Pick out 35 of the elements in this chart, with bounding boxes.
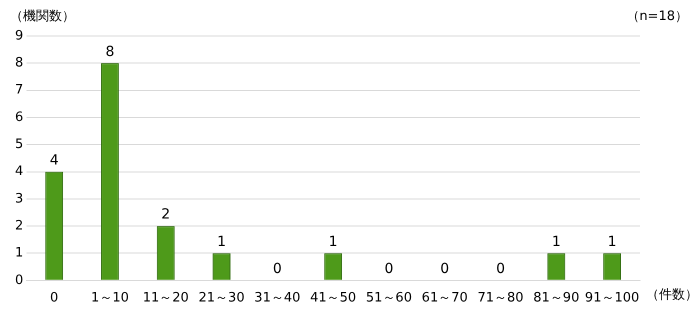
y-tick-label: 5: [14, 136, 24, 152]
x-tick-label: 41～50: [310, 290, 356, 306]
data-label: 0: [496, 261, 505, 278]
y-tick-label: 6: [14, 110, 24, 125]
y-tick-label: 1: [14, 246, 24, 261]
data-label: 0: [272, 261, 282, 278]
x-tick-label: 91～100: [584, 290, 640, 306]
y-tick-label: 3: [14, 191, 24, 206]
y-tick-label: 2: [14, 218, 24, 234]
data-label: 1: [608, 234, 617, 250]
x-tick-label: 21～30: [198, 290, 245, 306]
data-label: 1: [328, 234, 338, 250]
data-label: 0: [384, 261, 394, 278]
y-tick-label: 7: [14, 82, 24, 98]
x-tick-label: 61～70: [422, 290, 468, 306]
data-label: 1: [552, 234, 561, 250]
data-label: 4: [50, 152, 59, 168]
x-axis-title: （件数）: [646, 287, 698, 302]
x-tick-label: 1～10: [91, 290, 129, 306]
data-label: 0: [440, 261, 450, 278]
x-tick-label: 11～20: [142, 290, 189, 306]
data-label: 8: [106, 44, 114, 60]
y-tick-label: 9: [14, 28, 24, 44]
x-tick-label: 31～40: [254, 290, 300, 306]
data-label: 2: [161, 206, 170, 223]
y-tick-label: 4: [14, 164, 24, 180]
y-axis-title: （機関数）: [10, 8, 75, 24]
x-tick-label: 51～60: [366, 290, 412, 306]
x-tick-label: 71～80: [477, 290, 524, 306]
x-tick-label: 0: [50, 290, 58, 306]
y-tick-label: 8: [14, 56, 24, 71]
text: （n=18）: [626, 8, 688, 24]
data-label: 1: [217, 234, 226, 250]
x-tick-label: 81～90: [533, 290, 580, 306]
y-tick-label: 0: [14, 272, 24, 288]
